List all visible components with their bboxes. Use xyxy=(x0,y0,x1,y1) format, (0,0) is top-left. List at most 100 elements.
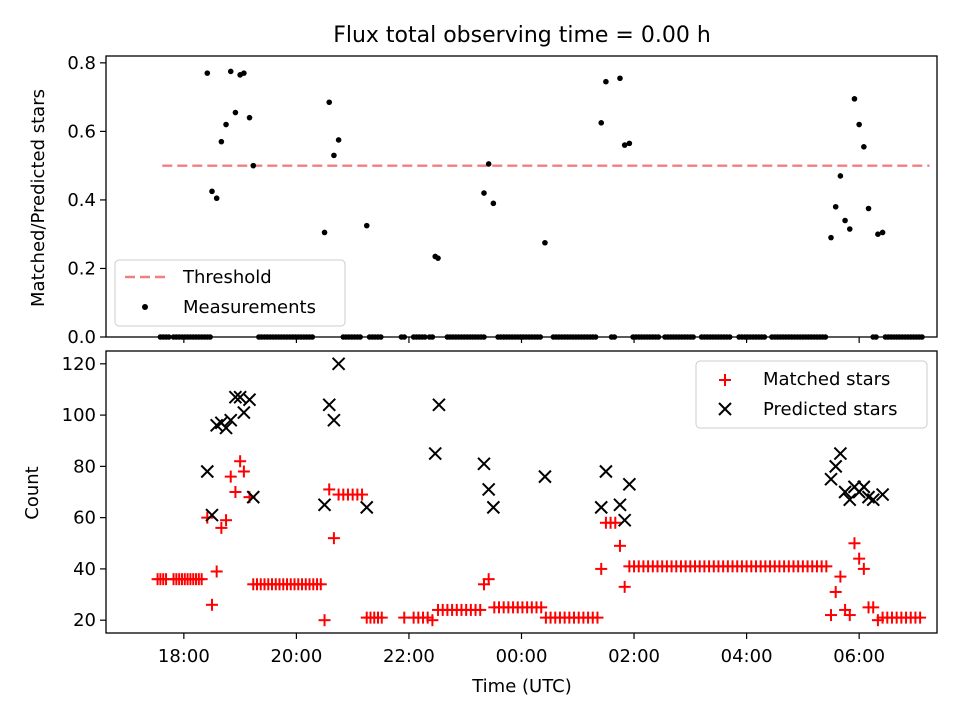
predicted-star-point xyxy=(481,482,496,497)
count-y-ticks: 20 40 60 80 100 120 xyxy=(62,354,106,631)
measurement-point xyxy=(865,205,872,212)
predicted-star-point xyxy=(857,480,871,494)
matched-star-point xyxy=(613,539,626,552)
measurement-point xyxy=(626,140,633,147)
measurement-point xyxy=(837,173,844,179)
ratio-y-ticks: 0.0 0.2 0.4 0.6 0.8 xyxy=(67,53,106,348)
measurement-point xyxy=(204,70,211,76)
count-y-tick-label: 40 xyxy=(73,559,96,580)
x-axis-label: Time (UTC) xyxy=(471,676,572,697)
matched-star-point xyxy=(318,614,331,627)
measurement-point xyxy=(879,229,886,236)
predicted-stars-points xyxy=(200,357,890,527)
matched-star-point xyxy=(535,601,548,614)
ratio-y-tick-label: 0.8 xyxy=(67,53,96,74)
predicted-star-point xyxy=(486,500,501,515)
measurement-point xyxy=(603,78,609,85)
matched-star-point xyxy=(201,511,214,524)
measurement-point xyxy=(246,114,253,121)
matched-stars-points xyxy=(151,455,927,627)
measurement-point xyxy=(875,231,881,237)
count-panel-frame xyxy=(105,350,938,634)
x-tick-label: 18:00 xyxy=(158,646,210,667)
legend-predicted-swatch xyxy=(718,402,732,416)
matched-star-point xyxy=(609,516,622,529)
predicted-star-point xyxy=(613,498,627,512)
matched-star-point xyxy=(205,598,218,611)
matched-star-point xyxy=(323,483,336,496)
count-y-tick-label: 120 xyxy=(62,354,96,375)
matched-star-point xyxy=(215,521,228,534)
ratio-y-tick-label: 0.2 xyxy=(67,258,96,279)
matched-star-point xyxy=(914,611,927,624)
count-x-ticks: 18:00 20:00 22:00 00:00 02:00 04:00 06:00 xyxy=(158,633,885,667)
measurement-point xyxy=(542,239,548,246)
measurement-point xyxy=(485,161,492,167)
x-tick-label: 22:00 xyxy=(383,646,435,667)
measurement-point xyxy=(846,226,853,232)
measurement-point xyxy=(232,109,239,116)
x-tick-label: 04:00 xyxy=(721,646,773,667)
measurement-point xyxy=(435,255,441,261)
count-panel: 20 40 60 80 100 120 18:00 20:00 22:00 00:00 02:00… xyxy=(22,350,938,697)
predicted-star-point xyxy=(599,464,613,479)
count-y-tick-label: 100 xyxy=(62,405,96,426)
legend-threshold-label: Threshold xyxy=(182,267,272,288)
count-y-tick-label: 20 xyxy=(73,610,96,631)
x-tick-label: 06:00 xyxy=(833,646,885,667)
ratio-panel: 0.00.20.40.60.8 Matched/Predicted stars … xyxy=(28,53,938,348)
predicted-star-point xyxy=(360,500,374,515)
measurement-point xyxy=(218,138,225,145)
predicted-star-point xyxy=(617,513,632,527)
predicted-star-point xyxy=(331,357,346,371)
legend-matched-swatch xyxy=(719,374,731,386)
predicted-star-point xyxy=(477,457,491,471)
predicted-star-point xyxy=(224,413,238,427)
x-tick-label: 00:00 xyxy=(496,646,548,667)
predicted-star-point xyxy=(219,421,233,435)
measurement-point xyxy=(321,229,328,236)
count-y-tick-label: 60 xyxy=(73,508,96,529)
ratio-y-tick-label: 0.0 xyxy=(67,327,96,348)
ratio-legend: Threshold Measurements xyxy=(114,259,346,327)
matched-star-point xyxy=(857,562,870,575)
legend-matched-label: Matched stars xyxy=(763,369,890,390)
ratio-panel-frame xyxy=(105,55,938,338)
matched-star-point xyxy=(356,488,369,501)
legend-predicted-label: Predicted stars xyxy=(763,399,897,420)
measurement-point xyxy=(363,222,370,229)
count-legend: Matched stars Predicted stars xyxy=(695,360,928,429)
ratio-x-ticks xyxy=(183,337,860,343)
predicted-star-point xyxy=(875,487,890,502)
matched-star-point xyxy=(595,562,608,575)
matched-star-point xyxy=(220,514,233,527)
matched-star-point xyxy=(224,470,237,483)
predicted-star-point xyxy=(843,492,857,507)
measurement-point xyxy=(598,120,605,126)
matched-star-point xyxy=(229,486,242,498)
measurement-point xyxy=(223,121,229,128)
matched-star-point xyxy=(834,570,847,583)
predicted-star-point xyxy=(317,498,332,512)
measurement-point xyxy=(851,96,858,102)
predicted-star-point xyxy=(828,459,843,474)
x-tick-label: 02:00 xyxy=(608,646,660,667)
measurement-point xyxy=(617,75,623,82)
count-y-tick-label: 80 xyxy=(73,456,96,477)
matched-star-point xyxy=(327,532,340,545)
predicted-star-point xyxy=(833,446,848,461)
matched-star-point xyxy=(825,609,838,622)
predicted-star-point xyxy=(200,464,215,479)
measurement-point xyxy=(331,152,337,159)
matched-star-point xyxy=(482,573,495,586)
ratio-y-label: Matched/Predicted stars xyxy=(28,89,49,307)
predicted-star-point xyxy=(322,398,336,412)
ratio-y-tick-label: 0.6 xyxy=(67,121,96,142)
measurement-point xyxy=(241,70,247,76)
matched-star-point xyxy=(237,465,250,478)
matched-star-point xyxy=(195,573,208,586)
matched-star-point xyxy=(210,565,223,578)
measurement-point xyxy=(856,121,862,128)
measurement-point xyxy=(481,190,487,196)
predicted-star-point xyxy=(246,490,260,504)
